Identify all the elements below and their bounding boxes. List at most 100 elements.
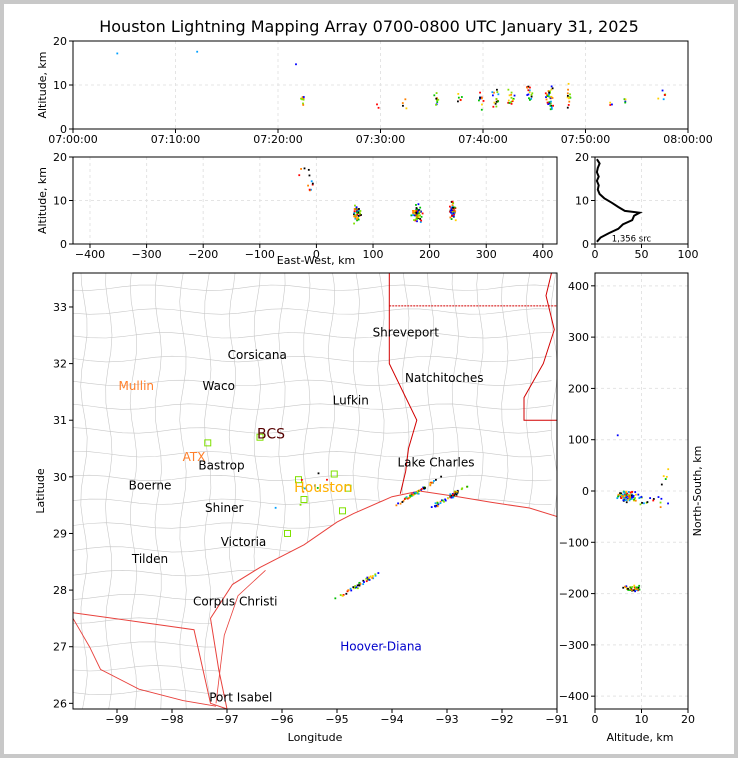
time-height-source xyxy=(546,95,549,97)
y-tick-label: 20 xyxy=(53,151,67,164)
y-tick-label: 200 xyxy=(568,382,589,395)
figure-title: Houston Lightning Mapping Array 0700-080… xyxy=(99,17,639,36)
time-height-source xyxy=(404,98,407,101)
city-label: BCS xyxy=(257,426,285,442)
x-tick-label: −96 xyxy=(270,713,293,726)
north-south-source xyxy=(660,497,663,500)
east-west-source xyxy=(453,213,455,216)
county-boundary xyxy=(204,273,212,709)
time-height-source xyxy=(528,99,531,101)
map-source xyxy=(461,487,464,490)
map-source xyxy=(429,482,432,485)
map-ylabel: Latitude xyxy=(34,468,47,514)
east-west-source xyxy=(353,215,356,217)
x-tick-label: −99 xyxy=(105,713,128,726)
north-south-source xyxy=(616,434,619,437)
map-source xyxy=(374,573,377,576)
east-west-source xyxy=(311,182,314,185)
time-height-source xyxy=(377,106,380,109)
x-tick-label: 07:50:00 xyxy=(561,133,610,146)
time-height-source xyxy=(548,102,551,105)
time-height-source xyxy=(569,93,571,96)
north-south-source xyxy=(627,498,630,501)
north-south-source xyxy=(623,491,626,493)
map-source xyxy=(359,582,362,585)
time-height-source xyxy=(457,93,460,95)
time-height-source xyxy=(302,104,305,106)
north-south-source xyxy=(659,501,662,504)
east-west-source xyxy=(308,188,311,191)
x-tick-label: −300 xyxy=(131,248,161,261)
time-height-source xyxy=(549,90,551,93)
y-tick-label: 29 xyxy=(53,527,67,540)
map-source xyxy=(452,494,455,497)
x-tick-label: 0 xyxy=(592,713,599,726)
map-source xyxy=(345,592,348,595)
time-height-source xyxy=(496,91,499,93)
east-west-source xyxy=(417,216,420,218)
y-tick-label: 10 xyxy=(53,79,67,92)
time-height-source xyxy=(402,104,404,107)
time-height-source xyxy=(528,91,531,94)
map-source xyxy=(358,581,361,584)
time-height-source xyxy=(527,93,530,96)
east-west-source xyxy=(415,211,418,214)
map-source xyxy=(414,491,417,494)
north-south-source xyxy=(620,492,623,495)
east-west-source xyxy=(420,219,423,222)
time-height-source xyxy=(548,91,551,94)
time-height-source xyxy=(479,97,481,100)
north-south-source xyxy=(633,589,635,592)
north-south-source xyxy=(624,499,627,502)
map-source xyxy=(443,500,445,503)
east-west-source xyxy=(450,209,453,212)
north-south-source xyxy=(629,491,632,494)
time-height-source xyxy=(568,96,571,98)
y-tick-label: −100 xyxy=(559,536,589,549)
north-south-source xyxy=(626,499,629,501)
map-source xyxy=(313,484,316,487)
time-height-source xyxy=(549,91,551,94)
time-height-source xyxy=(550,106,553,109)
east-west-ylabel: Altitude, km xyxy=(36,167,49,234)
time-height-source xyxy=(302,98,305,101)
east-west-source xyxy=(356,219,358,222)
altitude-histogram-axes: 0 50 100 0 10 20 xyxy=(575,151,699,261)
time-height-source xyxy=(529,86,531,89)
time-height-source xyxy=(550,95,553,98)
map-source xyxy=(354,585,357,587)
map-source xyxy=(402,499,405,502)
county-boundary xyxy=(105,273,113,709)
map-source xyxy=(423,487,425,490)
map-source xyxy=(430,506,433,508)
north-south-source xyxy=(635,493,637,496)
time-height-source xyxy=(567,82,570,85)
map-source xyxy=(441,499,444,502)
east-west-source xyxy=(451,208,454,211)
map-source xyxy=(429,484,432,487)
time-height-source xyxy=(528,97,530,100)
time-height-source xyxy=(513,94,516,97)
time-height-source xyxy=(661,89,664,92)
time-height-source xyxy=(550,88,553,91)
east-west-source xyxy=(416,220,418,223)
map-source xyxy=(446,497,449,500)
east-west-source xyxy=(414,218,417,221)
time-height-source xyxy=(508,102,511,104)
north-south-source xyxy=(649,497,652,499)
time-height-source xyxy=(116,52,119,55)
time-height-source xyxy=(495,97,498,100)
time-height-source xyxy=(507,88,510,91)
east-west-source xyxy=(452,206,454,209)
time-height-source xyxy=(510,102,513,105)
east-west-source xyxy=(298,174,301,177)
state-boundary xyxy=(523,273,557,421)
lma-station-marker xyxy=(204,439,212,447)
time-height-source xyxy=(512,97,515,100)
north-south-source xyxy=(638,588,641,591)
map-source xyxy=(274,506,277,509)
x-tick-label: 07:10:00 xyxy=(151,133,200,146)
north-south-source xyxy=(638,584,641,587)
x-tick-label: 400 xyxy=(532,248,553,261)
east-west-altitude-axes: −400 −300 −200 −100 0 100 200 300 400 0 10 20 xyxy=(53,151,557,261)
